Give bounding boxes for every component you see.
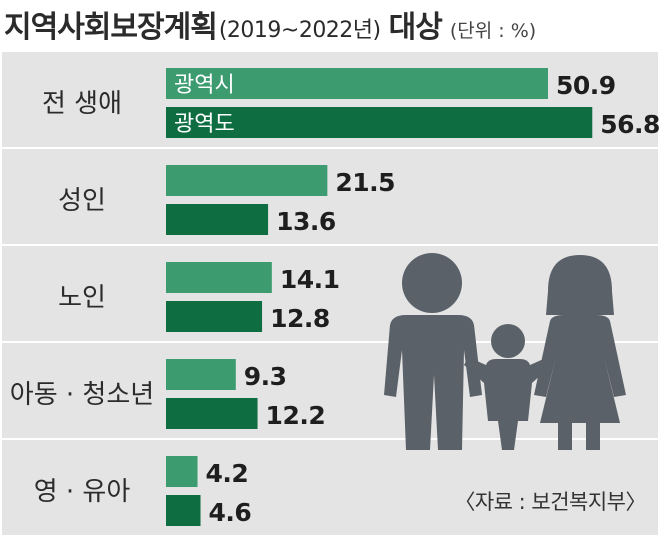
- family-icon: [384, 253, 626, 450]
- category-label: 전 생애: [42, 89, 122, 119]
- category-label: 영 · 유아: [34, 477, 131, 507]
- child-body-icon: [464, 357, 552, 450]
- value-label: 12.2: [266, 401, 326, 430]
- value-label: 50.9: [556, 71, 616, 100]
- father-head-icon: [402, 253, 462, 313]
- mother-head-guide-icon: [554, 263, 606, 315]
- category-label: 아동 · 청소년: [10, 380, 154, 410]
- bar-province: [166, 495, 201, 526]
- mother-leg-left-icon: [558, 421, 572, 450]
- chart-target: 대상: [388, 10, 443, 45]
- child-head-icon: [491, 324, 525, 358]
- category-band: [2, 440, 658, 535]
- value-label: 4.2: [206, 459, 249, 488]
- value-label: 21.5: [335, 168, 395, 197]
- bars: 50.9 광역시 56.8 광역도 21.5 13.6 14.1 12.8 9.3 12.2 4.2…: [166, 68, 660, 527]
- bar-metro: [166, 68, 548, 99]
- bar-province: [166, 107, 593, 138]
- value-label: 56.8: [600, 110, 660, 139]
- father-body-icon: [384, 315, 482, 450]
- value-label: 4.6: [209, 498, 252, 527]
- value-label: 9.3: [244, 362, 287, 391]
- bar-metro: [166, 456, 198, 487]
- bar-metro: [166, 359, 236, 390]
- chart-years: (2019~2022년): [218, 18, 381, 43]
- bar-province: [166, 398, 258, 429]
- bar-metro: [166, 262, 272, 293]
- bar-metro: [166, 165, 328, 196]
- category-bands: [2, 52, 658, 535]
- category-label: 성인: [58, 186, 106, 216]
- category-label: 노인: [58, 283, 106, 313]
- chart-title: 지역사회보장계획: [4, 10, 218, 45]
- bar-province: [166, 301, 263, 332]
- legend-label: 광역도: [174, 112, 235, 137]
- value-label: 12.8: [270, 304, 330, 333]
- value-label: 13.6: [276, 207, 336, 236]
- legend-label: 광역시: [174, 73, 235, 98]
- chart-unit: (단위 : %): [449, 20, 537, 42]
- chart-header: 지역사회보장계획 (2019~2022년) 대상 (단위 : %): [4, 2, 656, 46]
- category-band: [2, 149, 658, 244]
- mother-hair-icon: [546, 255, 614, 315]
- mother-leg-right-icon: [586, 421, 600, 450]
- source-note: 〈자료 : 보건복지부〉: [454, 490, 646, 514]
- value-label: 14.1: [280, 265, 340, 294]
- bar-province: [166, 204, 269, 235]
- mother-body-icon: [534, 315, 626, 423]
